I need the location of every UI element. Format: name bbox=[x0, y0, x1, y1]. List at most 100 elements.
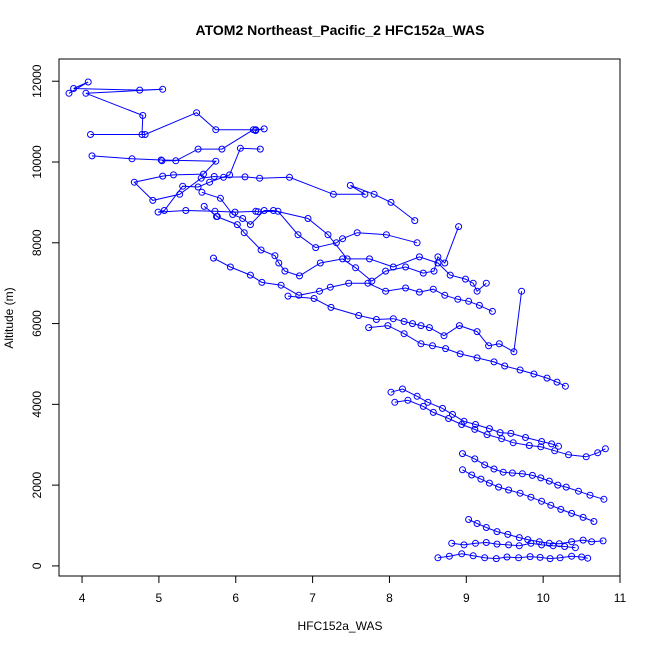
data-point bbox=[294, 231, 302, 239]
data-point bbox=[537, 474, 545, 482]
data-point bbox=[216, 194, 224, 202]
data-point bbox=[530, 370, 538, 378]
data-point bbox=[160, 207, 168, 214]
data-point bbox=[193, 109, 201, 117]
data-point bbox=[200, 202, 208, 210]
data-point bbox=[556, 554, 564, 562]
data-point bbox=[482, 524, 490, 531]
data-point bbox=[471, 425, 479, 433]
data-point bbox=[345, 279, 353, 287]
series-line bbox=[437, 553, 588, 560]
data-point bbox=[419, 402, 427, 410]
data-point bbox=[527, 539, 535, 547]
data-point bbox=[296, 272, 303, 280]
data-point bbox=[415, 288, 423, 296]
data-point bbox=[538, 541, 546, 549]
data-point bbox=[70, 85, 78, 92]
data-point bbox=[546, 555, 554, 563]
x-tick-label: 6 bbox=[232, 591, 239, 605]
data-point bbox=[445, 415, 453, 422]
data-point bbox=[469, 279, 477, 287]
data-point bbox=[384, 322, 392, 330]
data-point bbox=[194, 183, 202, 191]
data-point bbox=[206, 178, 214, 186]
series-3 bbox=[198, 188, 490, 295]
data-point bbox=[233, 221, 241, 229]
data-point bbox=[505, 541, 513, 549]
data-point bbox=[526, 553, 534, 561]
data-point bbox=[159, 172, 167, 180]
data-point bbox=[516, 489, 524, 497]
data-point bbox=[139, 112, 147, 119]
data-point bbox=[329, 190, 337, 198]
data-point bbox=[459, 450, 466, 458]
data-point bbox=[149, 196, 157, 204]
data-point bbox=[269, 207, 277, 214]
data-point bbox=[549, 542, 557, 550]
data-point bbox=[468, 471, 476, 479]
y-tick-label: 0 bbox=[30, 562, 44, 569]
data-point bbox=[429, 408, 437, 416]
data-point bbox=[411, 217, 419, 225]
x-axis: 4 5 6 7 8 9 10 11 bbox=[79, 575, 627, 605]
data-point bbox=[389, 315, 397, 323]
data-point bbox=[599, 537, 607, 545]
data-point bbox=[387, 388, 395, 396]
data-point bbox=[551, 447, 559, 455]
series-5 bbox=[210, 254, 496, 315]
data-point bbox=[508, 469, 516, 477]
x-tick-label: 9 bbox=[463, 591, 470, 605]
data-point bbox=[179, 182, 187, 190]
data-point bbox=[454, 295, 462, 303]
data-point bbox=[409, 320, 416, 328]
data-point bbox=[226, 171, 234, 179]
data-point bbox=[286, 173, 293, 181]
data-point bbox=[236, 144, 244, 152]
data-point bbox=[366, 255, 373, 263]
series-line bbox=[368, 325, 566, 387]
data-point bbox=[260, 207, 268, 214]
data-point bbox=[482, 279, 490, 287]
data-point bbox=[257, 246, 265, 254]
data-point bbox=[441, 259, 449, 267]
data-point bbox=[477, 475, 485, 483]
data-point bbox=[460, 541, 468, 549]
data-point bbox=[525, 442, 533, 449]
series-line bbox=[451, 541, 576, 549]
data-point bbox=[249, 126, 257, 134]
data-point bbox=[462, 275, 469, 283]
data-point bbox=[501, 362, 509, 370]
data-point bbox=[493, 528, 501, 536]
data-point bbox=[588, 538, 596, 546]
series-12 bbox=[465, 516, 607, 548]
data-point bbox=[84, 78, 92, 86]
series-7 bbox=[365, 322, 569, 390]
data-point bbox=[312, 244, 320, 252]
data-point bbox=[472, 539, 479, 547]
data-point bbox=[364, 279, 372, 287]
data-point bbox=[355, 312, 363, 319]
data-point bbox=[590, 518, 598, 525]
y-tick-label: 4000 bbox=[30, 391, 44, 418]
data-point bbox=[440, 332, 448, 340]
data-point bbox=[326, 283, 334, 291]
data-point bbox=[515, 542, 523, 550]
series-14 bbox=[448, 539, 579, 552]
data-point bbox=[545, 539, 553, 547]
data-point bbox=[402, 284, 410, 292]
data-point bbox=[271, 252, 279, 260]
data-point bbox=[518, 470, 526, 478]
series-6 bbox=[284, 287, 526, 356]
y-tick-label: 10000 bbox=[30, 145, 44, 179]
data-point bbox=[458, 421, 466, 428]
data-point bbox=[277, 281, 285, 289]
series-line bbox=[462, 469, 595, 522]
data-point bbox=[246, 271, 254, 279]
data-point bbox=[138, 131, 146, 138]
data-point bbox=[547, 501, 555, 509]
series-line bbox=[394, 399, 606, 458]
series-line bbox=[91, 155, 416, 221]
y-tick-label: 2000 bbox=[30, 471, 44, 498]
